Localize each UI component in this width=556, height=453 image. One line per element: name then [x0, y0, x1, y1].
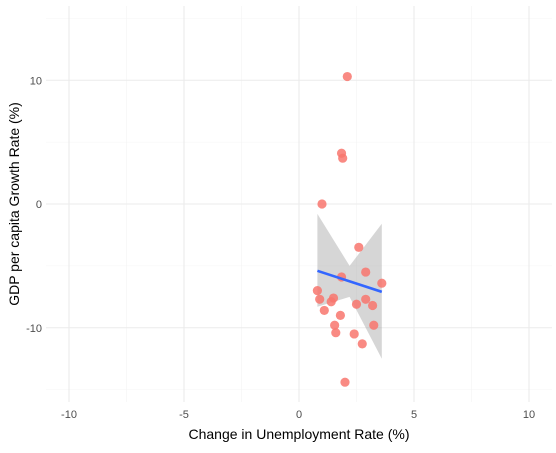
y-tick-label: 0: [36, 199, 42, 211]
fit-line-group: [316, 269, 383, 294]
data-point: [319, 305, 329, 316]
data-point: [354, 242, 364, 252]
data-point: [338, 153, 348, 163]
data-point: [351, 299, 362, 309]
data-point: [312, 286, 322, 296]
confidence-band-area: [317, 213, 382, 359]
x-tick-label: 0: [296, 409, 302, 421]
data-point: [315, 294, 325, 304]
x-tick-label: 5: [411, 409, 417, 421]
x-tick-label: -5: [179, 409, 189, 421]
data-point: [326, 297, 336, 307]
y-tick-label: 10: [30, 75, 42, 87]
data-point: [368, 300, 378, 311]
y-tick-label: -10: [26, 323, 42, 335]
data-point: [369, 320, 379, 330]
y-tick-labels: -10 0 10: [26, 75, 42, 335]
data-point: [317, 199, 327, 209]
data-point: [330, 320, 340, 330]
data-point: [361, 294, 371, 304]
data-point: [331, 328, 341, 338]
data-point: [361, 267, 371, 277]
confidence-band: [317, 213, 382, 359]
x-axis-title: Change in Unemployment Rate (%): [189, 426, 410, 442]
data-point: [342, 71, 352, 82]
x-tick-label: 10: [523, 409, 535, 421]
data-point: [357, 339, 367, 349]
data-point: [377, 278, 387, 288]
y-axis-title: GDP per capita Growth Rate (%): [6, 102, 22, 306]
x-tick-label: -10: [61, 409, 77, 421]
data-point: [335, 310, 345, 320]
data-point: [340, 377, 350, 387]
major-gridlines: [46, 6, 552, 402]
fit-line: [316, 269, 383, 294]
data-point: [349, 329, 359, 339]
x-tick-labels: -10 -5 0 5 10: [61, 409, 535, 421]
